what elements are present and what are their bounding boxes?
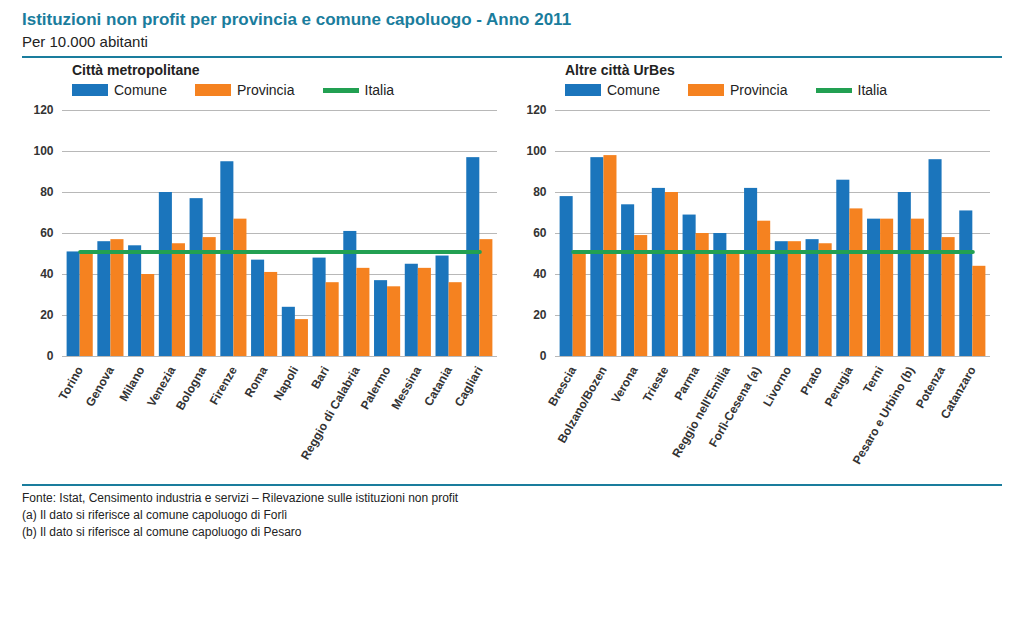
svg-text:60: 60	[40, 226, 54, 240]
svg-text:Verona: Verona	[608, 364, 640, 406]
svg-text:Trieste: Trieste	[640, 364, 672, 405]
svg-text:Bologna: Bologna	[173, 364, 209, 413]
svg-text:Firenze: Firenze	[207, 364, 240, 408]
html-text:Italia: Italia	[857, 82, 888, 98]
svg-text:Terni: Terni	[860, 364, 886, 396]
html-text:Città metropolitane: Città metropolitane	[72, 62, 200, 78]
html-text:Provincia: Provincia	[729, 82, 788, 98]
svg-text:Cagliari: Cagliari	[452, 364, 486, 409]
svg-text:80: 80	[533, 185, 547, 199]
svg-text:Catanzaro: Catanzaro	[938, 364, 979, 421]
html-text:Comune: Comune	[114, 82, 167, 98]
svg-text:0: 0	[47, 349, 54, 363]
svg-text:100: 100	[526, 144, 546, 158]
svg-text:Brescia: Brescia	[545, 364, 579, 409]
svg-text:20: 20	[40, 308, 54, 322]
html-text:Italia: Italia	[364, 82, 395, 98]
svg-text:Livorno: Livorno	[760, 364, 794, 409]
svg-text:Pesaro e Urbino (b): Pesaro e Urbino (b)	[850, 364, 917, 467]
html-text:Provincia: Provincia	[236, 82, 295, 98]
html-text:(a) Il dato si riferisce al co: (a) Il dato si riferisce al comune capol…	[22, 508, 288, 522]
svg-text:Bari: Bari	[308, 364, 332, 391]
svg-text:0: 0	[540, 349, 547, 363]
svg-text:80: 80	[40, 185, 54, 199]
svg-text:Genova: Genova	[83, 364, 117, 409]
html-text:Fonte: Istat, Censimento indus: Fonte: Istat, Censimento industria e ser…	[22, 491, 459, 505]
svg-text:Reggio nell'Emilia: Reggio nell'Emilia	[669, 363, 733, 460]
svg-text:60: 60	[533, 226, 547, 240]
svg-text:Reggio di Calabria: Reggio di Calabria	[298, 364, 363, 463]
svg-text:100: 100	[33, 144, 53, 158]
svg-text:Venezia: Venezia	[144, 364, 178, 409]
svg-text:Perugia: Perugia	[822, 364, 856, 409]
svg-text:Napoli: Napoli	[271, 364, 301, 403]
svg-text:Roma: Roma	[242, 364, 271, 400]
html-text:Comune: Comune	[607, 82, 660, 98]
svg-text:120: 120	[33, 103, 53, 117]
svg-text:120: 120	[526, 103, 546, 117]
html-text:Altre città UrBes: Altre città UrBes	[565, 62, 675, 78]
svg-text:20: 20	[533, 308, 547, 322]
svg-text:Prato: Prato	[798, 364, 825, 398]
svg-text:Potenza: Potenza	[912, 363, 948, 411]
html-text:Per 10.000 abitanti: Per 10.000 abitanti	[22, 33, 148, 50]
svg-text:Parma: Parma	[672, 364, 703, 403]
svg-text:Palermo: Palermo	[357, 363, 394, 412]
svg-text:Milano: Milano	[116, 364, 147, 404]
svg-text:Messina: Messina	[388, 364, 424, 412]
html-text:Istituzioni non profit per pro: Istituzioni non profit per provincia e c…	[22, 10, 572, 29]
svg-text:40: 40	[40, 267, 54, 281]
svg-text:Bolzano/Bozen: Bolzano/Bozen	[555, 364, 610, 445]
svg-text:Catania: Catania	[421, 364, 455, 409]
svg-text:Torino: Torino	[56, 364, 86, 403]
svg-text:40: 40	[533, 267, 547, 281]
html-text:(b) Il dato si riferisce al co: (b) Il dato si riferisce al comune capol…	[22, 525, 302, 539]
svg-text:Forlì-Cesena (a): Forlì-Cesena (a)	[706, 364, 763, 450]
